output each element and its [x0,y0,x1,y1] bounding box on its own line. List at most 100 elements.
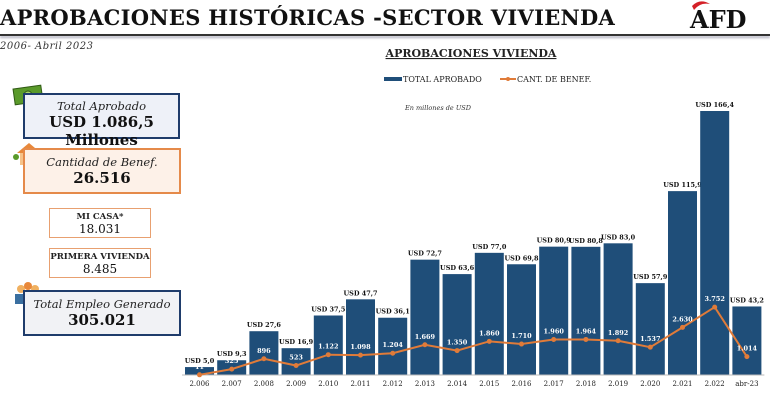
beneficiarios-point [197,372,202,378]
beneficiarios-point [583,336,589,342]
bar-label: USD 5,0 [185,357,215,365]
bar-2.015 [474,252,504,375]
x-tick-label: 2.007 [222,380,242,388]
bar-label: USD 27,6 [247,321,282,329]
bar-label: USD 43,2 [730,296,764,304]
bar-2.010 [313,315,343,375]
x-tick-label: 2.011 [350,380,370,388]
primera-vivienda-value: 8.485 [82,262,118,276]
primera-vivienda-card: PRIMERA VIVIENDA 8.485 [49,248,151,278]
beneficiarios-point [390,350,396,356]
beneficiarios-label: 1.204 [383,341,404,349]
bar-2.017 [539,246,569,375]
bar-2.006 [185,367,214,375]
title-divider [0,34,770,36]
beneficiarios-label: 1.014 [737,345,758,353]
beneficiarios-point [261,356,267,362]
bar-2.013 [410,259,440,375]
beneficiarios-point [422,342,428,348]
beneficiarios-label: 1.669 [415,333,436,341]
x-tick-label: 2.006 [189,380,210,388]
beneficiarios-card: Cantidad de Benef. 26.516 [23,148,181,194]
beneficiarios-point [551,337,557,343]
bar-label: USD 72,7 [408,250,442,258]
beneficiarios-label: 896 [257,347,271,355]
bar-2.008 [249,331,279,375]
beneficiarios-label: 1.860 [479,329,500,337]
x-tick-label: 2.022 [705,380,725,388]
beneficiarios-point [325,352,331,358]
bar-2.012 [378,317,408,375]
beneficiarios-label: 1.537 [640,335,660,343]
bar-2.022 [700,111,730,375]
bar-label: USD 57,9 [633,273,668,281]
bar-2.020 [635,283,665,375]
beneficiarios-point [358,352,363,358]
bar-2.016 [507,264,536,375]
bar-label: USD 47,7 [343,289,377,297]
x-tick-label: 2.020 [640,380,660,388]
x-tick-label: 2.017 [544,380,564,388]
beneficiarios-label: 3.752 [705,295,725,303]
beneficiarios-label: 1.350 [447,339,468,347]
x-tick-label: 2.016 [511,380,532,388]
empleo-label: Total Empleo Generado [33,297,171,311]
x-tick-label: 2.008 [254,380,274,388]
beneficiarios-point [486,338,492,344]
beneficiarios-value: 26.516 [73,169,131,187]
beneficiarios-point [712,304,718,310]
legend-line-marker [506,77,510,81]
period-subtitle: 2006- Abril 2023 [0,41,94,52]
bar-2.018 [571,246,601,375]
x-tick-label: 2.018 [576,380,596,388]
bar-label: USD 80,8 [569,237,604,245]
x-tick-label: 2.015 [479,380,499,388]
beneficiarios-label: 1.892 [608,329,628,337]
x-tick-label: 2.014 [447,380,468,388]
x-tick-label: 2.013 [415,380,435,388]
bar-label: USD 9,3 [217,350,247,358]
beneficiarios-label: 325 [225,357,239,365]
bar-2.021 [668,191,697,375]
svg-text:AFD: AFD [689,5,746,34]
total-aprobado-card: Total Aprobado USD 1.086,5 Millones [23,93,180,149]
beneficiarios-label: 523 [289,354,303,362]
empleo-value: 305.021 [68,311,136,329]
beneficiarios-label: 1.964 [576,327,597,335]
beneficiarios-label: 11 [195,363,204,371]
bar-label: USD 36,1 [376,308,410,316]
beneficiarios-point [229,366,235,372]
mi-casa-label: MI CASA* [76,212,124,222]
total-aprobado-value: USD 1.086,5 Millones [49,113,154,149]
x-tick-label: abr-23 [735,380,758,388]
beneficiarios-point [519,341,524,347]
total-aprobado-label: Total Aprobado [56,99,147,113]
bar-label: USD 80,9 [537,237,572,245]
bar-label: USD 69,8 [504,254,539,262]
beneficiarios-label: 1.122 [318,343,338,351]
beneficiarios-line [199,305,748,376]
beneficiarios-point [680,324,685,330]
x-tick-label: 2.012 [383,380,403,388]
beneficiarios-label: 1.098 [350,343,371,351]
bar-label: USD 37,5 [311,306,346,314]
x-tick-label: 2.019 [608,380,628,388]
bar-label: USD 77,0 [472,243,507,251]
primera-vivienda-label: PRIMERA VIVIENDA [50,252,150,262]
beneficiarios-point [647,344,653,350]
bar-label: USD 115,9 [663,181,702,189]
x-tick-label: 2.021 [672,380,692,388]
beneficiarios-point [744,354,750,360]
chart-unit-note: En millones de USD [404,104,472,112]
bar-label: USD 16,9 [279,338,314,346]
chart-title: APROBACIONES VIVIENDA [385,47,557,60]
mi-casa-value: 18.031 [79,222,121,236]
beneficiarios-point [615,338,621,344]
legend-bar-swatch [384,77,402,81]
legend-line-label: CANT. DE BENEF. [517,75,591,84]
x-tick-label: 2.009 [286,380,306,388]
page-title: APROBACIONES HISTÓRICAS -SECTOR VIVIENDA [0,5,616,30]
beneficiarios-label: Cantidad de Benef. [46,155,158,169]
